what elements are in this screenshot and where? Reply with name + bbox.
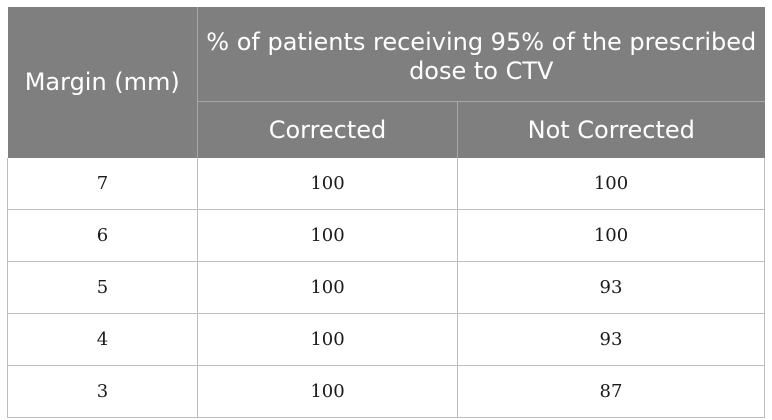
- margin-cell: 4: [7, 313, 198, 366]
- table-row: 6 100 100: [7, 209, 766, 262]
- table-row: 5 100 93: [7, 261, 766, 314]
- dose-coverage-table: Margin (mm) % of patients receiving 95% …: [7, 7, 766, 418]
- not-corrected-cell: 100: [456, 209, 766, 262]
- table-row: 4 100 93: [7, 313, 766, 366]
- table-row: 3 100 87: [7, 365, 766, 418]
- corrected-column-header: Corrected: [197, 101, 458, 158]
- not-corrected-cell: 100: [456, 158, 766, 210]
- margin-cell: 7: [7, 158, 198, 210]
- corrected-cell: 100: [197, 313, 458, 366]
- not-corrected-cell: 87: [456, 365, 766, 418]
- corrected-cell: 100: [197, 158, 458, 210]
- table-row: 7 100 100: [7, 158, 766, 210]
- header-row-top: Margin (mm) % of patients receiving 95% …: [7, 7, 765, 158]
- corrected-cell: 100: [197, 365, 458, 418]
- table-body: 7 100 100 6 100 100 5 100 93 4 100 93 3 …: [7, 158, 766, 418]
- margin-cell: 3: [7, 365, 198, 418]
- margin-cell: 5: [7, 261, 198, 314]
- margin-column-header: Margin (mm): [7, 7, 198, 158]
- table-header: Margin (mm) % of patients receiving 95% …: [7, 7, 765, 158]
- corrected-cell: 100: [197, 209, 458, 262]
- not-corrected-column-header: Not Corrected: [457, 101, 765, 158]
- coverage-group-header: % of patients receiving 95% of the presc…: [197, 7, 765, 102]
- not-corrected-cell: 93: [456, 313, 766, 366]
- margin-cell: 6: [7, 209, 198, 262]
- not-corrected-cell: 93: [456, 261, 766, 314]
- corrected-cell: 100: [197, 261, 458, 314]
- header-row-sub: Corrected Not Corrected: [8, 101, 765, 158]
